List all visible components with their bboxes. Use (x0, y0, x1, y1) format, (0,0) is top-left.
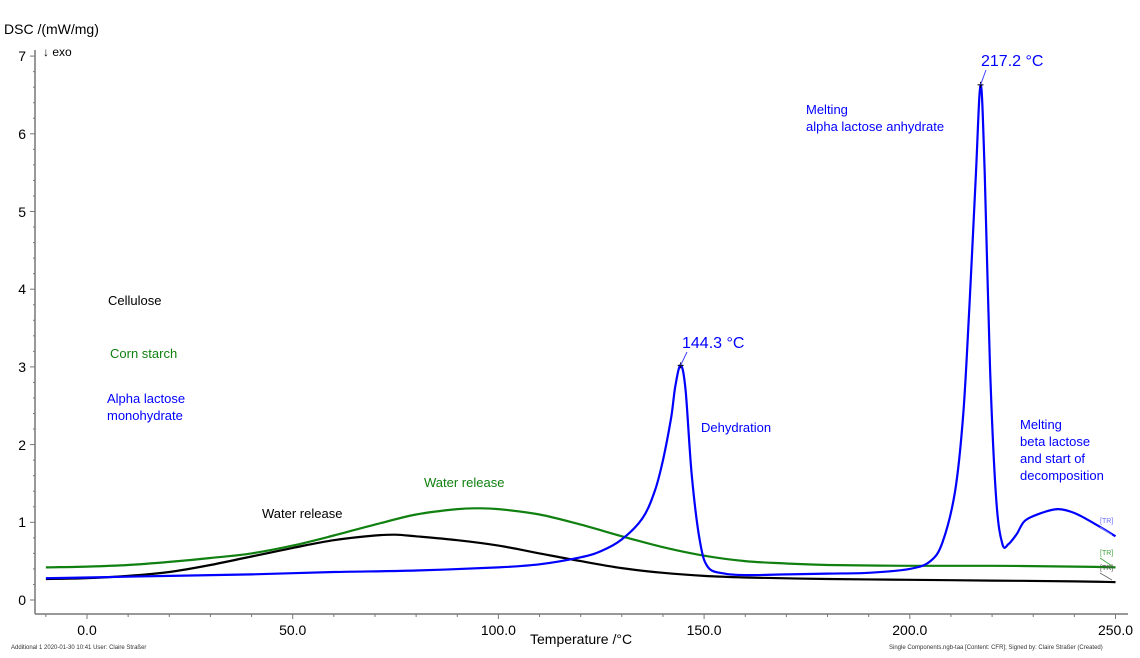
y-tick-label: 5 (18, 203, 26, 220)
tr-marker-cellulose: [TR] (1100, 565, 1114, 572)
tr-marker-corn: [TR] (1100, 550, 1114, 557)
annotation-melting-beta: Melting beta lactose and start of decomp… (1020, 417, 1104, 483)
legend-alpha-lactose: Alpha lactose monohydrate (107, 391, 186, 423)
x-tick-label: 250.0 (1097, 622, 1134, 638)
y-tick-label: 2 (18, 436, 26, 453)
footer-left: Additional 1 2020-01-30 10:41 User: Clai… (11, 645, 147, 651)
y-tick-label: 4 (18, 281, 26, 298)
y-tick-label: 6 (18, 125, 26, 142)
peak-leader-line (980, 69, 987, 86)
x-tick-label: 150.0 (686, 622, 722, 638)
curves (45, 83, 1117, 584)
x-tick-label: 50.0 (279, 622, 307, 638)
y-tick-label: 1 (18, 514, 26, 531)
annotation-melting-alpha: Melting alpha lactose anhydrate (806, 102, 945, 134)
y-tick-label: 0 (18, 592, 26, 608)
tr-marker-lactose: [TR] (1100, 518, 1114, 525)
peak-leader-line (680, 351, 688, 366)
y-tick-label: 3 (18, 358, 26, 375)
annotation-water-release-cellulose: Water release (262, 506, 343, 521)
peak-label-144: 144.3 °C (682, 335, 745, 352)
x-tick-label: 0.0 (77, 622, 97, 638)
exo-direction-label: ↓ exo (43, 45, 72, 59)
cellulose-curve (45, 533, 1116, 584)
legend-cellulose: Cellulose (108, 293, 162, 308)
annotation-dehydration: Dehydration (701, 420, 772, 435)
peak-label-217: 217.2 °C (981, 53, 1044, 70)
alpha-lactose-curve (45, 83, 1117, 580)
footer-right: Single Components.ngb-taa [Content: CFR]… (889, 645, 1103, 651)
y-axis-label: DSC /(mW/mg) (4, 21, 99, 37)
annotation-water-release-corn: Water release (424, 475, 505, 490)
x-axis-label: Temperature /°C (530, 631, 633, 647)
x-tick-label: 100.0 (480, 622, 516, 638)
axes (30, 50, 1128, 619)
y-tick-label: 7 (18, 48, 26, 65)
x-tick-label: 200.0 (892, 622, 928, 638)
legend-corn-starch: Corn starch (110, 346, 178, 361)
corn-starch-curve (45, 507, 1116, 569)
peak-markers (677, 69, 1113, 581)
